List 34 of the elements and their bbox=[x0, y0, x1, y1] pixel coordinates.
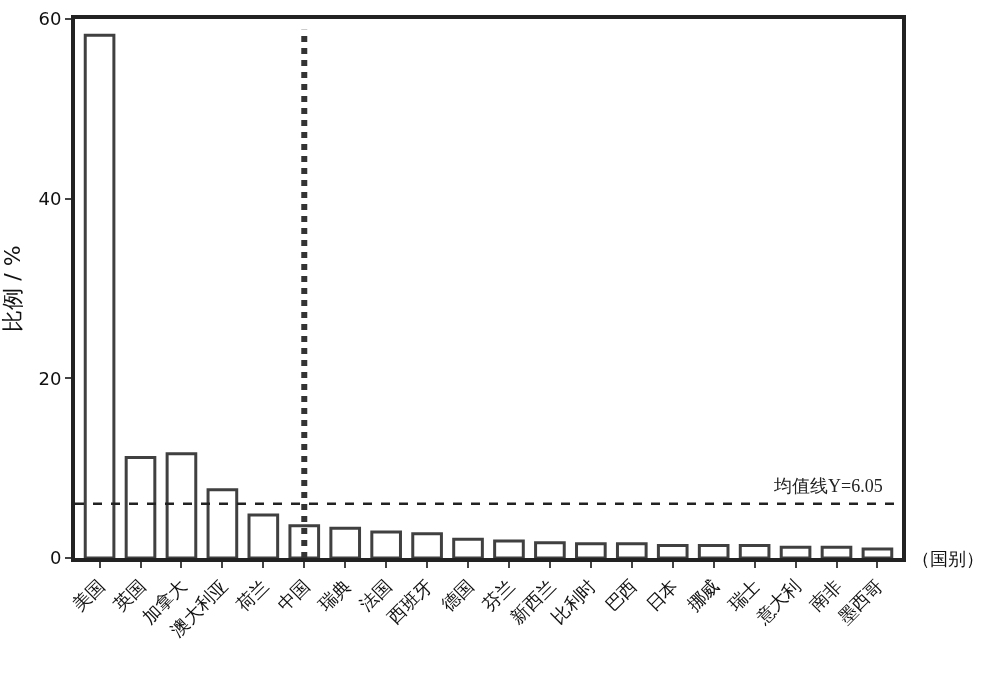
bar bbox=[779, 545, 812, 558]
y-tick-label: 20 bbox=[38, 367, 62, 389]
bar bbox=[247, 513, 280, 558]
x-tick-label: 德国 bbox=[436, 574, 478, 616]
bar bbox=[575, 542, 607, 558]
x-tick-label: 美国 bbox=[68, 574, 109, 616]
bar bbox=[534, 541, 566, 558]
y-tick-label: 60 bbox=[38, 8, 62, 30]
bar bbox=[411, 532, 443, 558]
bar bbox=[493, 539, 525, 558]
bar bbox=[124, 455, 157, 558]
y-axis-title: 比例 / % bbox=[0, 245, 25, 332]
x-tick-label: 瑞典 bbox=[314, 574, 355, 616]
ref-line-label: 均值线Y=6.05 bbox=[773, 476, 883, 496]
x-tick-label: 中国 bbox=[273, 574, 314, 616]
y-tick-label: 0 bbox=[49, 547, 62, 569]
bar bbox=[83, 33, 116, 558]
bar bbox=[738, 543, 771, 558]
x-tick-label: 挪威 bbox=[682, 574, 723, 616]
bar bbox=[656, 543, 689, 558]
bar bbox=[697, 543, 730, 558]
x-tick-label: 荷兰 bbox=[232, 574, 273, 616]
bar bbox=[861, 547, 894, 558]
bar bbox=[329, 526, 362, 558]
bar bbox=[165, 452, 198, 558]
x-tick-label: 日本 bbox=[641, 574, 682, 616]
y-tick-label: 40 bbox=[38, 187, 62, 209]
bar bbox=[452, 537, 484, 558]
bar bbox=[370, 530, 402, 558]
x-tick-label: 巴西 bbox=[600, 574, 641, 616]
bar bbox=[615, 542, 648, 558]
x-axis-title: （国别） bbox=[912, 548, 984, 569]
bar bbox=[206, 488, 239, 558]
bar bbox=[820, 545, 853, 558]
